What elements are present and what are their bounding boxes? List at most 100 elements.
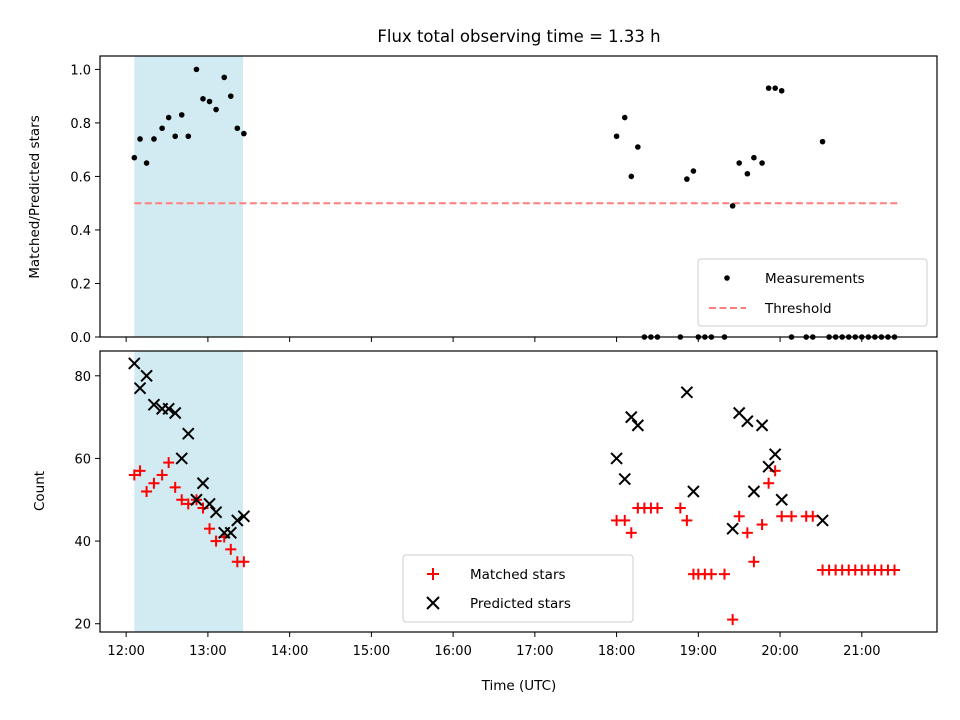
measurement-point — [131, 154, 138, 161]
measurement-point — [635, 144, 641, 150]
y-tick-label: 20 — [74, 618, 91, 633]
top-x-ticks — [125, 337, 863, 342]
measurement-point — [172, 133, 178, 140]
legend-measurements-label: Measurements — [765, 271, 865, 287]
matched-star-point — [619, 514, 631, 526]
y-tick-label: 80 — [74, 370, 91, 385]
measurement-point — [772, 85, 778, 91]
x-tick-label: 14:00 — [271, 644, 308, 659]
matched-star-point — [156, 469, 168, 481]
measurement-point — [221, 74, 228, 81]
measurement-point — [759, 160, 765, 166]
legend-threshold-label: Threshold — [764, 301, 832, 317]
legend-matched-label: Matched stars — [470, 567, 566, 583]
x-tick-label: 13:00 — [189, 644, 226, 659]
matched-star-point — [163, 457, 175, 469]
matched-star-point — [786, 510, 798, 522]
matched-star-point — [169, 481, 181, 493]
legend-measurements-marker — [724, 275, 730, 281]
matched-star-point — [681, 514, 693, 526]
predicted-star-point — [680, 386, 694, 399]
measurement-point — [765, 85, 772, 91]
x-tick-label: 15:00 — [353, 644, 390, 659]
measurement-point — [213, 106, 219, 113]
predicted-star-point — [147, 398, 161, 411]
legend-predicted-marker — [426, 596, 440, 610]
predicted-star-point — [196, 477, 210, 490]
predicted-star-point — [768, 448, 782, 461]
measurement-point — [751, 154, 757, 161]
matched-star-point — [148, 477, 160, 489]
measurement-point — [729, 203, 736, 209]
matched-star-point — [888, 564, 900, 576]
predicted-star-point — [231, 514, 244, 527]
predicted-star-point — [237, 510, 251, 523]
measurement-point — [143, 160, 150, 166]
bottom-legend-box — [402, 554, 634, 623]
matched-star-point — [651, 502, 663, 514]
matched-star-point — [625, 527, 637, 539]
predicted-star-point — [190, 493, 203, 506]
predicted-star-point — [610, 452, 623, 465]
predicted-star-point — [168, 406, 182, 420]
matched-star-point — [807, 510, 819, 522]
matched-star-point — [210, 535, 222, 547]
measurement-point — [690, 168, 697, 174]
matched-star-point — [769, 465, 781, 477]
predicted-star-point — [209, 505, 223, 519]
matched-star-point — [748, 556, 760, 568]
measurement-point — [628, 173, 635, 180]
predicted-star-point — [631, 419, 645, 432]
measurement-point — [613, 133, 620, 140]
matched-star-point — [718, 568, 730, 580]
matched-star-point — [141, 486, 153, 497]
y-tick-label: 1.0 — [70, 63, 91, 78]
matched-star-point — [705, 568, 717, 580]
predicted-star-point — [128, 357, 141, 370]
bottom-x-ticks: 12:00 13:00 14:00 15:00 16:00 17:00 18:00 19:00… — [107, 632, 881, 659]
measurement-point — [200, 96, 206, 102]
y-tick-label: 0.6 — [70, 170, 91, 185]
predicted-star-point — [203, 497, 216, 511]
measurement-point — [137, 136, 143, 142]
measurement-point — [193, 66, 200, 73]
measurement-point — [684, 176, 690, 182]
predicted-star-point — [618, 472, 631, 486]
x-tick-label: 18:00 — [598, 644, 635, 659]
measurement-point — [744, 170, 751, 177]
measurement-point — [621, 114, 628, 121]
measurement-point — [736, 160, 742, 166]
matched-stars-points — [128, 457, 900, 626]
y-tick-label: 40 — [74, 535, 91, 550]
predicted-star-point — [755, 419, 769, 432]
matched-star-point — [225, 543, 237, 555]
predicted-star-point — [762, 460, 775, 473]
matched-star-point — [674, 502, 686, 514]
measurement-point — [151, 136, 157, 142]
predicted-star-point — [162, 402, 175, 416]
predicted-star-point — [747, 485, 761, 498]
measurement-point — [227, 93, 234, 99]
predicted-star-point — [775, 493, 788, 506]
measurement-point — [165, 114, 172, 121]
predicted-star-point — [816, 514, 829, 527]
top-panel: 0.0 0.2 0.4 0.6 0.8 1.0 Matched/Predicted sta… — [27, 55, 938, 346]
measurement-point — [185, 133, 192, 140]
y-tick-label: 0.8 — [70, 117, 91, 132]
top-y-axis-label: Matched/Predicted stars — [27, 115, 43, 278]
measurement-point — [206, 98, 213, 105]
measurement-point — [234, 125, 241, 132]
matched-star-point — [238, 556, 250, 568]
x-tick-label: 17:00 — [516, 644, 553, 659]
matched-star-point — [134, 465, 146, 477]
matched-star-point — [756, 519, 768, 531]
matched-star-point — [733, 510, 745, 522]
x-tick-label: 16:00 — [434, 644, 471, 659]
x-tick-label: 20:00 — [761, 644, 798, 659]
predicted-star-point — [726, 522, 739, 535]
predicted-stars-points — [128, 357, 829, 540]
predicted-star-point — [224, 526, 237, 540]
bottom-highlight-span — [134, 351, 244, 632]
top-axes-frame — [99, 55, 938, 338]
